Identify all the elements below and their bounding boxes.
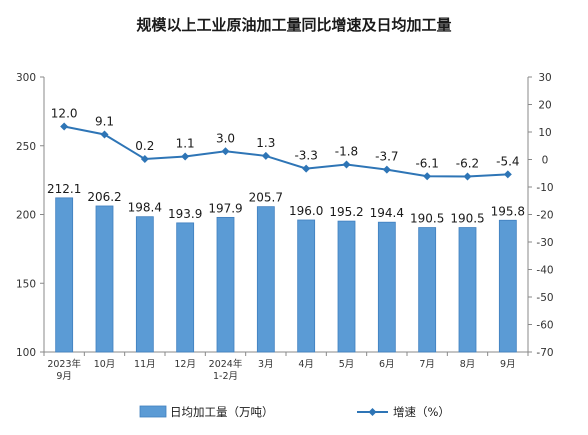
legend: 日均加工量（万吨） 增速（%） bbox=[139, 405, 450, 419]
bar-value-label: 195.2 bbox=[329, 205, 363, 219]
line-value-label: 12.0 bbox=[51, 107, 78, 121]
line-point-marker bbox=[100, 130, 109, 139]
line-value-label: -5.4 bbox=[496, 154, 519, 168]
line-value-label: -1.8 bbox=[335, 144, 358, 158]
right-tick-label: -10 bbox=[536, 182, 553, 194]
bar-value-label: 190.5 bbox=[450, 212, 484, 226]
bar bbox=[498, 219, 517, 353]
bar bbox=[256, 206, 275, 353]
line-point-marker bbox=[221, 147, 230, 156]
line-value-label: -6.1 bbox=[415, 156, 438, 170]
right-tick-label: -70 bbox=[536, 347, 553, 359]
right-tick-label: -20 bbox=[536, 210, 553, 222]
left-tick-label: 100 bbox=[16, 347, 36, 359]
line-point-marker bbox=[423, 172, 432, 181]
bar-value-label: 196.0 bbox=[289, 204, 323, 218]
x-tick-label: 2024年 1-2月 bbox=[209, 358, 243, 382]
line-series: 12.0 9.1 0.2 1.1 3.0 1.3 -3.3 -1.8 -3.7 -6.1 -6.2 -… bbox=[51, 107, 520, 181]
left-tick-label: 300 bbox=[16, 72, 36, 84]
left-tick-label: 150 bbox=[16, 278, 36, 290]
line-point-marker bbox=[261, 151, 270, 160]
bar bbox=[176, 222, 195, 353]
x-tick-label: 11月 bbox=[134, 359, 156, 370]
right-tick-label: 10 bbox=[538, 127, 551, 139]
x-tick-label: 5月 bbox=[339, 359, 355, 370]
growth-line bbox=[63, 125, 508, 178]
bar bbox=[55, 197, 74, 353]
bar-value-label: 194.4 bbox=[370, 206, 404, 220]
legend-bar-label: 日均加工量（万吨） bbox=[170, 405, 274, 419]
right-tick-label: 0 bbox=[542, 155, 549, 167]
bar-series: 212.1 206.2 198.4 193.9 197.9 205.7 196.0 195.2… bbox=[47, 182, 525, 353]
right-tick-label: -40 bbox=[536, 265, 553, 277]
bar bbox=[216, 216, 235, 353]
x-tick-label: 12月 bbox=[174, 359, 196, 370]
x-tick-label: 6月 bbox=[379, 359, 395, 370]
line-value-label: -6.2 bbox=[456, 157, 479, 171]
legend-bar-swatch bbox=[139, 405, 167, 418]
line-point-marker bbox=[463, 172, 472, 181]
line-point-marker bbox=[60, 122, 69, 131]
x-tick-label: 8月 bbox=[460, 359, 476, 370]
left-tick-label: 200 bbox=[16, 210, 36, 222]
line-value-label: 1.1 bbox=[176, 136, 195, 150]
bar-value-label: 198.4 bbox=[128, 201, 162, 215]
bar bbox=[95, 205, 114, 353]
legend-line-marker bbox=[368, 408, 377, 416]
bar-value-label: 212.1 bbox=[47, 182, 81, 196]
bar bbox=[458, 227, 477, 353]
line-value-label: 1.3 bbox=[256, 136, 275, 150]
legend-line-label: 增速（%） bbox=[393, 405, 450, 419]
x-tick-label: 7月 bbox=[419, 359, 435, 370]
chart-title: 规模以上工业原油加工量同比增速及日均加工量 bbox=[136, 16, 452, 34]
bar bbox=[418, 227, 437, 353]
bar-value-label: 197.9 bbox=[208, 201, 242, 215]
line-value-label: -3.7 bbox=[375, 150, 398, 164]
bar-value-label: 206.2 bbox=[87, 190, 121, 204]
line-point-marker bbox=[181, 152, 190, 161]
bar-value-label: 195.8 bbox=[491, 204, 525, 218]
line-point-marker bbox=[503, 170, 512, 179]
bar bbox=[377, 221, 396, 353]
bar-value-label: 190.5 bbox=[410, 212, 444, 226]
right-tick-label: -60 bbox=[536, 320, 553, 332]
x-tick-label: 4月 bbox=[298, 359, 314, 370]
x-tick-label: 10月 bbox=[94, 359, 116, 370]
right-tick-label: -30 bbox=[536, 237, 553, 249]
line-point-marker bbox=[302, 164, 311, 173]
right-tick-label: 30 bbox=[538, 72, 551, 84]
bar-value-label: 205.7 bbox=[249, 191, 283, 205]
line-value-label: 0.2 bbox=[135, 139, 154, 153]
line-value-label: -3.3 bbox=[294, 149, 317, 163]
x-tick-label: 2023年 9月 bbox=[47, 358, 81, 382]
right-tick-label: 20 bbox=[538, 100, 551, 112]
bar-value-label: 193.9 bbox=[168, 207, 202, 221]
right-tick-label: -50 bbox=[536, 292, 553, 304]
x-tick-label: 9月 bbox=[500, 359, 516, 370]
x-tick-label: 3月 bbox=[258, 359, 274, 370]
line-value-label: 3.0 bbox=[216, 131, 235, 145]
line-value-label: 9.1 bbox=[95, 114, 114, 128]
axes: 3002502001501003020100-10-20-30-40-50-60… bbox=[16, 72, 554, 382]
bar bbox=[135, 216, 154, 353]
line-point-marker bbox=[140, 154, 149, 163]
left-tick-label: 250 bbox=[16, 141, 36, 153]
line-point-marker bbox=[382, 165, 391, 174]
line-point-marker bbox=[342, 160, 351, 169]
bar bbox=[337, 220, 356, 353]
bar bbox=[297, 219, 316, 353]
